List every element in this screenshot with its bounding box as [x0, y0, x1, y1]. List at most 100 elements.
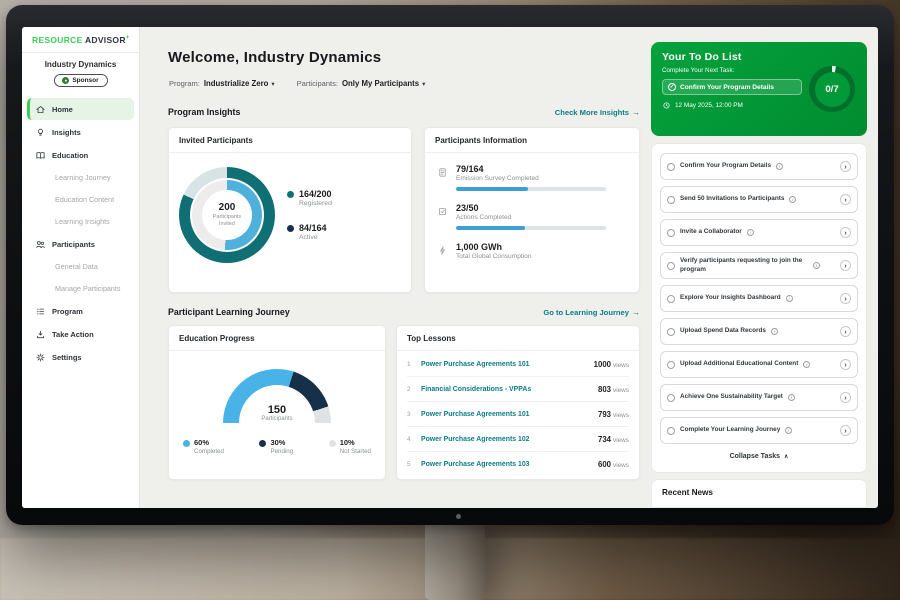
task-row[interactable]: Confirm Your Program Details i › [660, 153, 858, 180]
lesson-rank: 3 [407, 410, 411, 418]
lesson-rank: 1 [407, 360, 411, 368]
legend-item-active: 84/164 Active [287, 223, 332, 241]
logo-plus: + [125, 35, 130, 42]
sidebar-item-label: General Data [55, 262, 98, 271]
gauge-center-label: Participants [261, 416, 293, 422]
clipboard-icon [437, 165, 448, 177]
chevron-right-icon[interactable]: › [840, 326, 851, 337]
info-icon: i [776, 163, 784, 170]
task-list: Confirm Your Program Details i › Send 50… [651, 143, 867, 473]
participants-select[interactable]: Participants: Only My Participants ▾ [297, 79, 426, 88]
info-value: 1,000 GWh [456, 242, 503, 252]
task-row[interactable]: Send 50 Invitations to Participants i › [660, 186, 858, 213]
lightning-icon [437, 243, 448, 255]
checkbox-icon[interactable] [667, 360, 675, 369]
lesson-views: 803 [598, 384, 612, 394]
info-label: Total Global Consumption [456, 253, 532, 260]
chevron-down-icon: ▾ [422, 80, 426, 88]
recent-news-card: Recent News [651, 479, 867, 508]
sidebar-item-participants[interactable]: Participants [27, 233, 134, 255]
sidebar-item-learning-insights[interactable]: Learning Insights [27, 211, 134, 232]
logo-advisor: ADVISOR [84, 35, 126, 45]
education-progress-card: Education Progress 150 Participants 60% [168, 325, 386, 480]
lesson-link[interactable]: Power Purchase Agreements 103 [421, 461, 530, 468]
lesson-link[interactable]: Power Purchase Agreements 101 [421, 410, 530, 418]
legend-dot [183, 440, 190, 447]
sidebar-item-education[interactable]: Education [27, 144, 134, 166]
lesson-link[interactable]: Power Purchase Agreements 102 [421, 435, 530, 443]
gauge-center-value: 150 [267, 404, 287, 416]
checkbox-icon[interactable] [667, 426, 675, 435]
program-label: Program: [169, 79, 200, 88]
participants-label: Participants: [296, 79, 338, 88]
checkbox-icon[interactable] [667, 393, 675, 402]
views-suffix: views [613, 361, 629, 369]
sidebar-item-education-content[interactable]: Education Content [27, 189, 134, 210]
sidebar-item-label: Home [52, 104, 73, 114]
chevron-right-icon[interactable]: › [840, 359, 851, 370]
sponsor-badge: ● Sponsor [53, 74, 108, 87]
todo-progress-ring: 0/7 [809, 66, 855, 112]
task-row[interactable]: Invite a Collaborator i › [660, 219, 858, 246]
clock-icon [662, 101, 671, 110]
lesson-views: 734 [598, 434, 612, 444]
sidebar-nav: Home Insights Education Learning Journey… [22, 95, 139, 371]
views-suffix: views [613, 436, 629, 444]
chevron-right-icon[interactable]: › [840, 260, 851, 271]
chevron-right-icon[interactable]: › [840, 194, 851, 205]
sidebar-item-insights[interactable]: Insights [27, 121, 134, 143]
go-to-learning-journey-link[interactable]: Go to Learning Journey → [543, 308, 640, 317]
checkbox-icon[interactable] [667, 162, 675, 171]
recent-news-title: Recent News [662, 488, 713, 497]
checkbox-icon[interactable] [667, 327, 675, 336]
sidebar-item-general-data[interactable]: General Data [27, 256, 134, 277]
invited-participants-card: Invited Participants 200 Participants In… [168, 127, 412, 293]
task-row[interactable]: Upload Additional Educational Content i … [660, 351, 858, 378]
lesson-views: 600 [598, 460, 612, 469]
task-label: Verify participants requesting to join t… [680, 256, 803, 273]
chevron-right-icon[interactable]: › [840, 293, 851, 304]
info-icon: i [789, 196, 797, 203]
info-row-actions: 23/50 Actions Completed [437, 203, 627, 230]
lesson-views: 793 [598, 409, 612, 419]
education-legend: 60% Completed 30% Pending [179, 438, 375, 455]
next-task-chip[interactable]: ✓ Confirm Your Program Details [662, 79, 802, 95]
sidebar-item-take-action[interactable]: Take Action [27, 323, 134, 345]
app-logo: RESOURCE ADVISOR+ [22, 27, 139, 53]
program-select[interactable]: Program: Industrialize Zero ▾ [169, 79, 275, 88]
info-icon: i [803, 361, 811, 368]
chevron-right-icon[interactable]: › [840, 161, 851, 172]
sponsor-label: Sponsor [72, 77, 99, 84]
task-label: Complete Your Learning Journey [680, 426, 781, 434]
check-more-insights-link[interactable]: Check More Insights → [555, 108, 640, 117]
checkbox-icon[interactable] [667, 294, 675, 303]
task-row[interactable]: Explore Your Insights Dashboard i › [660, 285, 858, 312]
todo-title: Your To Do List [662, 51, 742, 63]
sidebar-item-manage-participants[interactable]: Manage Participants [27, 278, 134, 299]
checkbox-icon[interactable] [667, 228, 675, 237]
sidebar-item-learning-journey[interactable]: Learning Journey [27, 167, 134, 188]
collapse-tasks-link[interactable]: Collapse Tasks ∧ [660, 450, 858, 463]
info-icon: i [746, 229, 754, 236]
org-name: Industry Dynamics [44, 60, 117, 69]
chevron-right-icon[interactable]: › [840, 392, 851, 403]
task-row[interactable]: Verify participants requesting to join t… [660, 252, 858, 279]
card-title: Top Lessons [397, 326, 639, 351]
collapse-label: Collapse Tasks [729, 453, 781, 460]
lesson-link[interactable]: Power Purchase Agreements 101 [421, 360, 530, 368]
sidebar-item-label: Education [52, 150, 89, 160]
task-row[interactable]: Upload Spend Data Records i › [660, 318, 858, 345]
chevron-right-icon[interactable]: › [840, 425, 851, 436]
sidebar-item-home[interactable]: Home [27, 98, 134, 120]
legend-dot [328, 440, 336, 447]
lesson-link[interactable]: Financial Considerations - VPPAs [421, 385, 532, 393]
checkbox-icon[interactable] [667, 261, 675, 270]
checkbox-icon[interactable] [667, 195, 675, 204]
sidebar-item-settings[interactable]: Settings [27, 346, 134, 368]
chevron-right-icon[interactable]: › [840, 227, 851, 238]
info-icon: i [770, 328, 778, 335]
task-row[interactable]: Complete Your Learning Journey i › [660, 417, 858, 444]
sidebar-item-program[interactable]: Program [27, 300, 134, 322]
task-row[interactable]: Achieve One Sustainability Target i › [660, 384, 858, 411]
card-title: Participants Information [425, 128, 639, 153]
